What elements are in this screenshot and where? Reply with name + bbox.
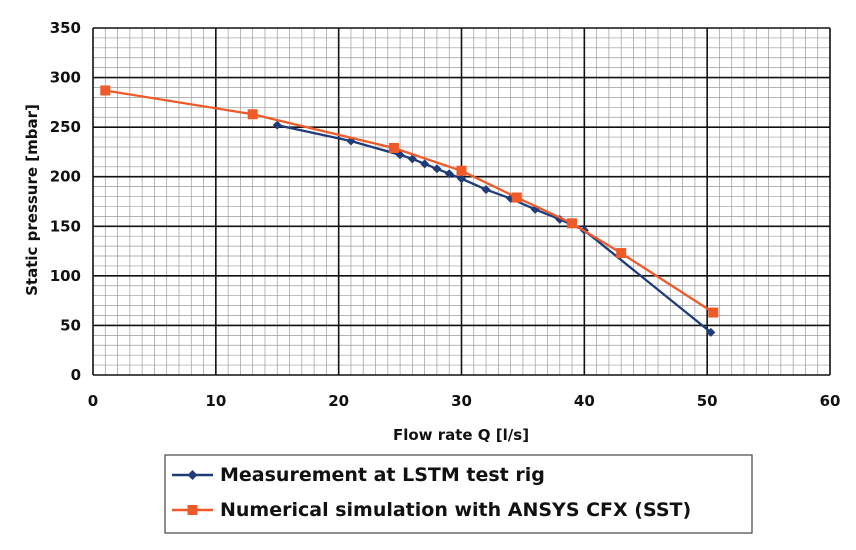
data-point-square — [388, 142, 399, 153]
data-point-diamond — [420, 159, 430, 169]
y-axis-ticks: 0 50 100 150 200 250 300 350 — [50, 19, 81, 384]
y-axis-label: Static pressure [mbar] — [23, 104, 41, 296]
x-tick-label: 20 — [328, 392, 349, 410]
series-simulation — [100, 85, 719, 318]
legend: Measurement at LSTM test rig Numerical s… — [164, 454, 753, 534]
data-point-square — [100, 85, 111, 96]
data-point-square — [247, 109, 258, 120]
y-tick-label: 100 — [50, 267, 81, 285]
y-tick-label: 50 — [60, 316, 81, 334]
y-tick-label: 300 — [50, 69, 81, 87]
data-point-diamond — [506, 194, 516, 204]
data-point-diamond — [432, 164, 442, 174]
x-tick-label: 10 — [205, 392, 226, 410]
x-tick-label: 30 — [451, 392, 472, 410]
data-point-diamond — [272, 120, 282, 130]
x-tick-label: 60 — [820, 392, 841, 410]
data-point-square — [567, 218, 578, 229]
data-point-square — [456, 165, 467, 176]
y-tick-label: 350 — [50, 19, 81, 37]
y-tick-label: 200 — [50, 168, 81, 186]
legend-marker-measurement — [187, 470, 198, 480]
series-line — [105, 89, 714, 314]
x-tick-label: 50 — [697, 392, 718, 410]
legend-box — [164, 454, 753, 534]
x-axis-ticks: 0 10 20 30 40 50 60 — [88, 392, 841, 410]
data-point-diamond — [444, 169, 454, 179]
y-tick-label: 150 — [50, 217, 81, 235]
data-point-diamond — [407, 154, 417, 164]
legend-marker-simulation — [187, 505, 198, 515]
legend-label-measurement: Measurement at LSTM test rig — [220, 464, 545, 486]
data-point-diamond — [481, 185, 491, 195]
data-point-square — [708, 307, 719, 318]
y-tick-label: 250 — [50, 118, 81, 136]
series-layer — [100, 85, 719, 337]
data-point-diamond — [457, 174, 466, 184]
legend-label-simulation: Numerical simulation with ANSYS CFX (SST… — [220, 499, 691, 521]
y-tick-label: 0 — [71, 366, 81, 384]
data-point-diamond — [706, 327, 716, 337]
major-grid — [92, 27, 831, 376]
x-tick-label: 0 — [88, 392, 98, 410]
data-point-square — [616, 248, 627, 259]
x-axis-label: Flow rate Q [l/s] — [393, 426, 529, 444]
data-point-square — [511, 192, 522, 203]
x-tick-label: 40 — [574, 392, 595, 410]
